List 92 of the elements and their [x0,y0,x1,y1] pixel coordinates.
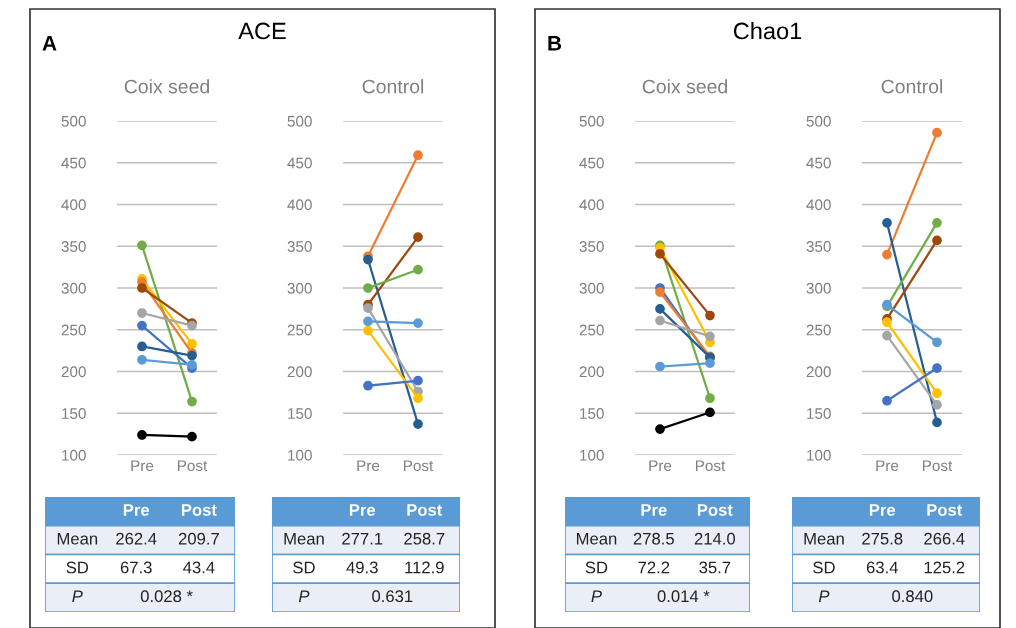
chart-title: Coix seed [642,79,727,94]
y-tick-label: 400 [61,199,86,211]
text: 209.7 [178,532,219,545]
x-tick-label: Pre [357,460,380,472]
text: 0.028 * [140,590,193,603]
y-tick-label: 150 [807,408,831,419]
text: 0.631 [372,590,413,603]
y-tick-label: 300 [806,282,831,294]
y-tick-label: 300 [579,282,604,294]
y-tick-label: 350 [287,241,312,252]
text: Mean [57,532,98,545]
y-tick-label: 300 [61,282,86,294]
y-tick-label: 500 [61,115,86,127]
text: Pre [349,504,376,516]
y-tick-label: 350 [806,241,831,252]
y-tick-label: 400 [287,199,312,211]
y-tick-label: 450 [61,157,86,169]
y-tick-label: 350 [61,241,86,252]
text: 49.3 [346,561,378,574]
text: Pre [123,504,150,516]
text: P [72,590,83,602]
y-tick-label: 100 [580,449,604,461]
text: SD [293,561,315,574]
text: Pre [869,504,896,516]
text: SD [813,561,835,574]
text: P [298,590,310,602]
text: P [818,590,830,602]
text: ACE [238,22,286,40]
y-tick-label: 500 [806,115,831,127]
y-tick-label: 100 [288,449,312,461]
y-tick-label: 350 [579,241,604,252]
y-tick-label: 200 [579,366,604,378]
chart-title: Coix seed [124,79,209,94]
text: Post [927,504,963,516]
text: 0.014 * [657,590,710,603]
text: 125.2 [924,561,965,574]
y-tick-label: 200 [61,366,86,378]
x-tick-label: Post [922,460,953,472]
text: Post [181,504,217,516]
text: B [548,36,562,51]
x-tick-label: Pre [876,460,899,472]
text: Mean [804,532,844,545]
y-tick-label: 500 [287,115,312,127]
text: 278.5 [633,532,674,545]
y-tick-label: 250 [579,324,604,336]
x-tick-label: Post [403,460,434,472]
text: 258.7 [404,532,445,545]
x-tick-label: Pre [649,460,672,472]
y-tick-label: 200 [287,366,312,378]
text: 67.3 [120,561,152,574]
y-tick-label: 500 [579,115,604,127]
y-tick-label: 250 [806,324,831,336]
text: 72.2 [638,561,670,574]
text: 112.9 [405,561,444,574]
text: 262.4 [116,532,157,545]
text: A [42,36,57,51]
x-tick-label: Post [695,460,726,472]
y-tick-label: 450 [806,157,831,169]
text: P [591,590,602,602]
text: 277.1 [342,532,383,545]
text: Pre [641,504,667,516]
text: 266.4 [924,532,965,545]
text: Post [407,504,443,516]
y-tick-label: 100 [62,449,86,461]
y-tick-label: 250 [287,324,312,336]
y-tick-label: 250 [61,324,86,336]
text: Post [697,504,733,516]
text: Mean [576,532,617,545]
text: 43.4 [183,561,215,574]
y-tick-label: 400 [579,199,604,211]
text: SD [585,561,608,574]
y-tick-label: 450 [579,157,604,169]
y-tick-label: 400 [806,199,831,211]
text: SD [66,561,89,574]
chart-title: Control [881,79,943,94]
y-tick-label: 150 [288,408,312,419]
y-tick-label: 150 [62,408,86,419]
text: 35.7 [699,561,731,574]
y-tick-label: 150 [580,408,604,419]
x-tick-label: Pre [131,460,154,472]
text: Mean [284,532,324,545]
text: 275.8 [862,532,903,545]
x-tick-label: Post [177,460,208,472]
text: 214.0 [694,532,736,545]
text: 0.840 [892,590,933,603]
chart-title: Control [362,79,424,94]
y-tick-label: 450 [287,157,312,169]
y-tick-label: 300 [287,282,312,294]
y-tick-label: 200 [806,366,831,378]
y-tick-label: 100 [807,449,831,461]
text: 63.4 [866,561,898,574]
text: Chao1 [733,22,802,40]
